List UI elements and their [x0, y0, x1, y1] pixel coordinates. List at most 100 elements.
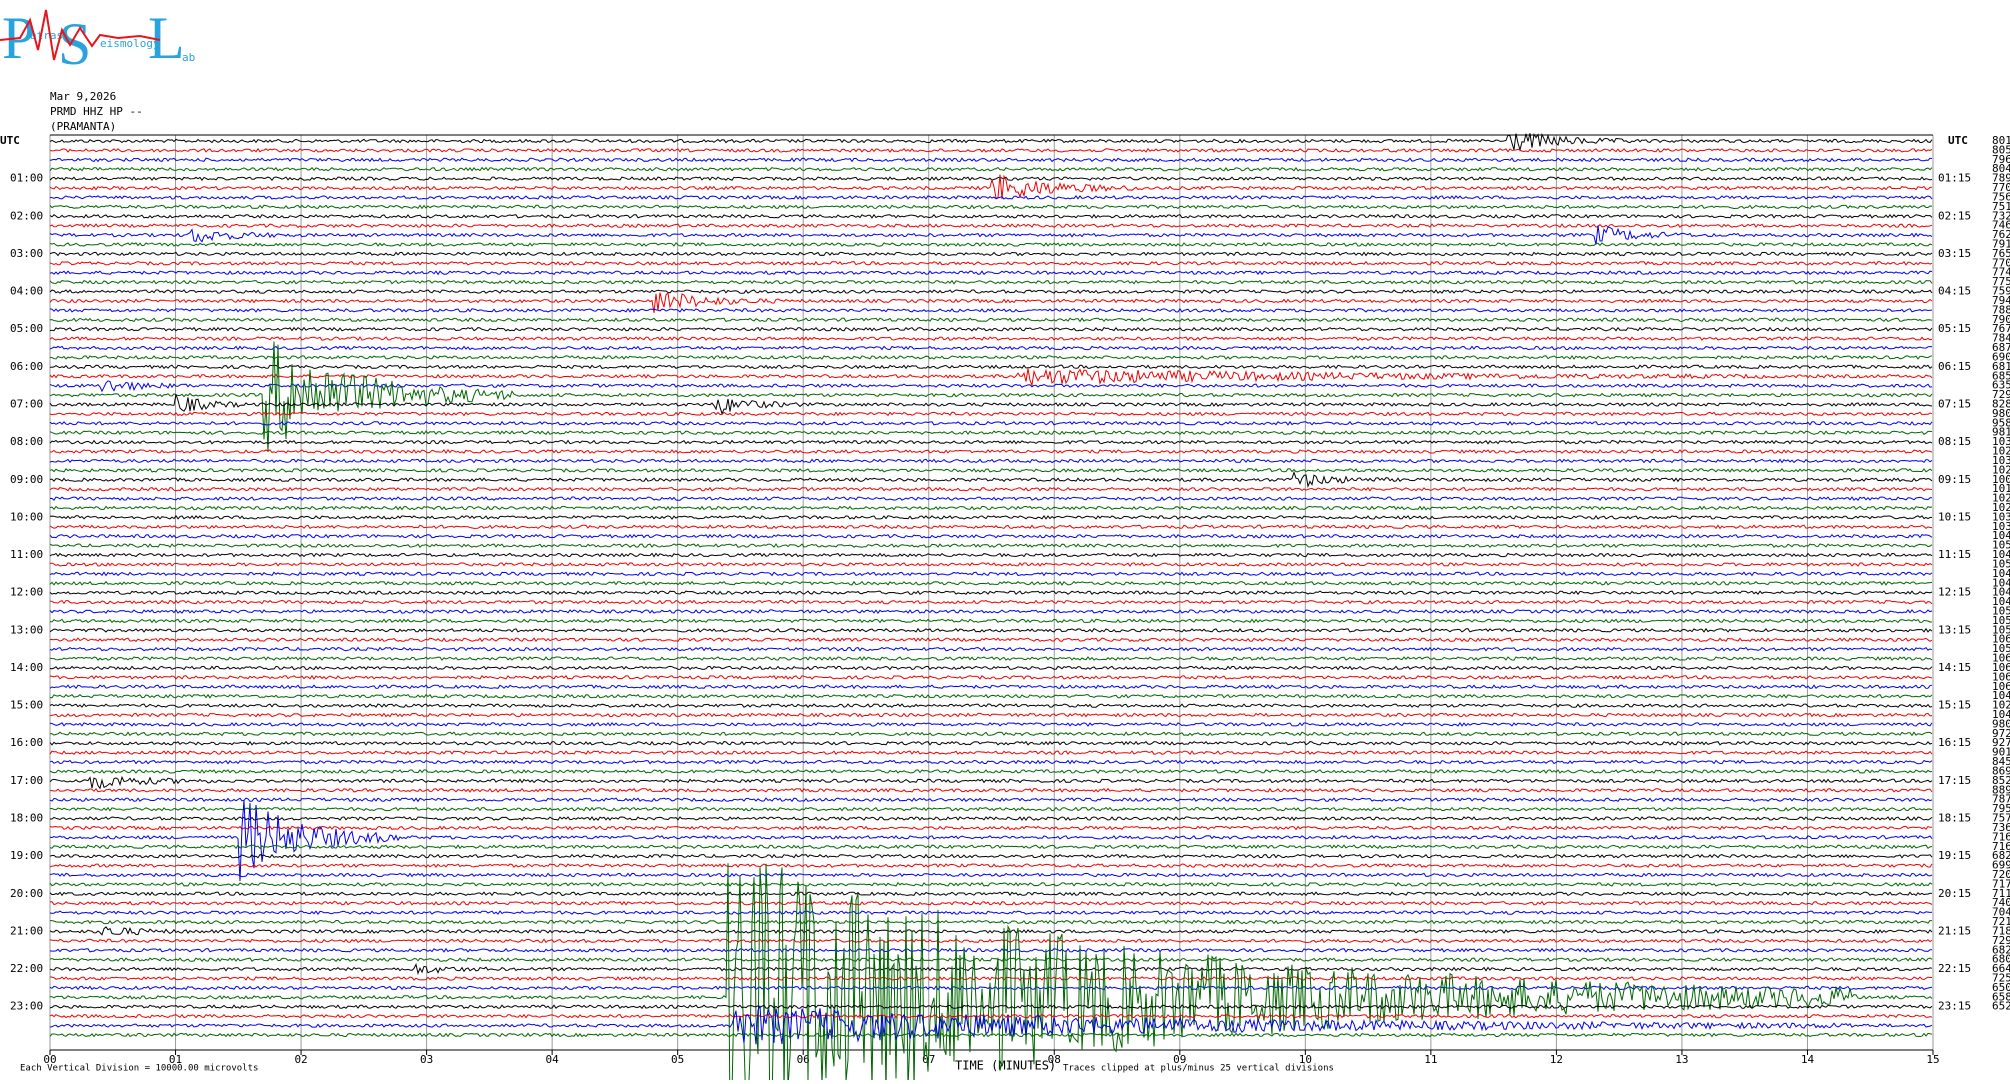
trace: [49, 496, 1933, 501]
trace-level: 796: [1992, 153, 2010, 166]
hour-label: 08:15: [1938, 435, 1971, 448]
trace-level: 765: [1992, 247, 2010, 260]
hour-label: 17:15: [1938, 774, 1971, 787]
utc-label: UTC: [0, 134, 20, 147]
trace-level: 664: [1992, 962, 2010, 975]
x-tick-label: 02: [294, 1053, 307, 1066]
trace-level: 1052: [1992, 605, 2010, 618]
trace-level: 784: [1992, 332, 2010, 345]
trace-level: 1055: [1992, 642, 2010, 655]
x-tick-label: 04: [546, 1053, 560, 1066]
x-tick-label: 11: [1424, 1053, 1437, 1066]
trace-level: 1027: [1992, 699, 2010, 712]
trace: [49, 721, 1933, 727]
trace: [49, 317, 1933, 323]
trace-level: 650: [1992, 981, 2010, 994]
trace-level: 746: [1992, 219, 2010, 232]
trace: [49, 279, 1933, 285]
traces: [49, 132, 1933, 1084]
trace: [49, 580, 1933, 586]
trace: [49, 449, 1933, 455]
trace-level: 740: [1992, 896, 2010, 909]
trace: [49, 204, 1933, 210]
trace-level: 725: [1992, 971, 2010, 984]
trace-level: 980: [1992, 717, 2010, 730]
trace-level: 1037: [1992, 520, 2010, 533]
trace-level: 775: [1992, 275, 2010, 288]
trace: [49, 195, 1933, 200]
trace-level: 711: [1992, 887, 2010, 900]
trace-level: 756: [1992, 190, 2010, 203]
hour-label: 10:15: [1938, 510, 1971, 523]
trace: [49, 637, 1933, 643]
trace-level: 805: [1992, 143, 2010, 156]
trace: [49, 1005, 1933, 1045]
hour-label: 05:00: [10, 322, 43, 335]
hour-label: 13:00: [10, 623, 43, 636]
trace: [49, 571, 1933, 577]
trace: [49, 853, 1933, 859]
hour-label: 19:00: [10, 849, 43, 862]
trace-level: 927: [1992, 736, 2010, 749]
trace: [49, 326, 1933, 332]
trace-level: 1064: [1992, 661, 2010, 674]
hour-label: 14:15: [1938, 661, 1971, 674]
trace-level: 729: [1992, 934, 2010, 947]
trace-level: 759: [1992, 285, 2010, 298]
trace: [49, 439, 1933, 445]
trace: [49, 225, 1933, 245]
trace: [49, 467, 1933, 473]
hour-label: 12:00: [10, 586, 43, 599]
trace: [49, 938, 1933, 944]
trace: [49, 458, 1933, 464]
trace-level: 1057: [1992, 614, 2010, 627]
trace-level: 762: [1992, 228, 2010, 241]
x-tick-label: 03: [420, 1053, 433, 1066]
trace: [49, 251, 1933, 257]
trace: [49, 759, 1933, 765]
trace: [49, 364, 1933, 370]
trace: [49, 731, 1933, 737]
hour-label: 12:15: [1938, 586, 1971, 599]
trace: [49, 411, 1933, 417]
trace-level: 716: [1992, 840, 2010, 853]
trace: [49, 514, 1933, 520]
trace: [49, 609, 1933, 614]
trace: [49, 806, 1933, 812]
axis-title: TIME (MINUTES): [955, 1059, 1056, 1073]
trace-level: 681: [1992, 360, 2010, 373]
x-tick-label: 00: [43, 1053, 56, 1066]
trace-level: 789: [1992, 172, 2010, 185]
x-tick-label: 10: [1299, 1053, 1312, 1066]
trace: [49, 910, 1933, 915]
trace-level: 699: [1992, 859, 2010, 872]
trace: [49, 674, 1933, 680]
trace: [49, 656, 1933, 662]
trace: [49, 307, 1933, 313]
clip-note: Traces clipped at plus/minus 25 vertical…: [1063, 1064, 1334, 1074]
trace-level: 788: [1992, 303, 2010, 316]
trace: [49, 627, 1933, 633]
trace: [49, 750, 1933, 756]
x-tick-label: 08: [1048, 1053, 1061, 1066]
trace: [49, 132, 1933, 152]
trace: [49, 590, 1933, 596]
trace-level: 980: [1992, 407, 2010, 420]
trace: [49, 174, 1933, 200]
logo-word: atras: [30, 29, 63, 42]
hour-label: 03:15: [1938, 247, 1971, 260]
trace: [49, 825, 1932, 831]
trace: [49, 881, 1933, 887]
hour-label: 06:15: [1938, 360, 1971, 373]
trace: [49, 947, 1933, 953]
trace: [49, 684, 1933, 690]
hour-label: 18:00: [10, 812, 43, 825]
trace: [49, 176, 1933, 182]
trace: [49, 543, 1933, 549]
trace: [49, 470, 1933, 488]
trace: [49, 926, 1933, 936]
trace: [49, 800, 1933, 882]
